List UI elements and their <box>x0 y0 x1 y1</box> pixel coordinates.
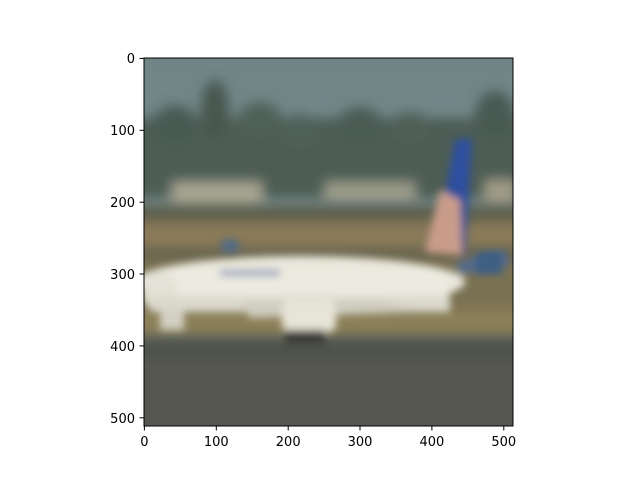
x-axis: 0 100 200 300 400 500 <box>140 426 516 450</box>
x-tick-label: 300 <box>348 435 373 450</box>
x-tick-label: 200 <box>276 435 301 450</box>
y-tick-label: 200 <box>110 196 135 211</box>
axes-frame <box>143 57 514 427</box>
y-axis: 0 100 200 300 400 500 <box>110 52 144 427</box>
y-tick-label: 100 <box>110 124 135 139</box>
y-tick-label: 400 <box>110 340 135 355</box>
x-tick-label: 500 <box>491 435 516 450</box>
x-tick-label: 100 <box>204 435 229 450</box>
x-tick-label: 0 <box>140 435 148 450</box>
y-tick-label: 0 <box>127 52 135 67</box>
y-tick-label: 500 <box>110 412 135 427</box>
x-tick-label: 400 <box>419 435 444 450</box>
y-tick-label: 300 <box>110 268 135 283</box>
airplane-photo <box>144 58 513 426</box>
